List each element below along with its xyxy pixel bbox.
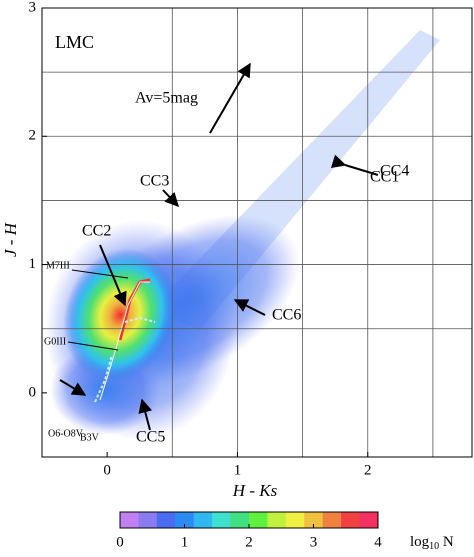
colorbar-tick-label: 1 bbox=[181, 534, 189, 550]
colorbar-label-text: log bbox=[410, 534, 430, 550]
colorbar-tick-label: 2 bbox=[245, 534, 253, 550]
x-axis-title: H - Ks bbox=[232, 481, 278, 500]
arrow bbox=[59, 379, 87, 396]
colorbar-segment bbox=[212, 512, 232, 528]
colorbar-segment bbox=[175, 512, 195, 528]
annotation: CC1 bbox=[370, 169, 399, 186]
annotation: Av=5mag bbox=[135, 90, 198, 107]
annotation: CC3 bbox=[140, 173, 169, 190]
colorbar-segment bbox=[304, 512, 324, 528]
colorbar-segment bbox=[341, 512, 361, 528]
annotations bbox=[59, 62, 379, 431]
annotation: CC4 bbox=[380, 163, 409, 180]
x-tick-label: 0 bbox=[103, 462, 111, 478]
y-tick-label: 1 bbox=[29, 256, 37, 272]
y-tick-label: 3 bbox=[29, 0, 37, 15]
colorbar-segment bbox=[230, 512, 250, 528]
colorbar-label: log10 N bbox=[410, 534, 454, 552]
field-label: LMC bbox=[55, 32, 94, 52]
leader bbox=[71, 269, 129, 279]
plot-frame bbox=[41, 7, 473, 458]
colorbar-segment bbox=[322, 512, 342, 528]
colorbar-tick-label: 0 bbox=[116, 534, 124, 550]
arrow bbox=[233, 299, 266, 316]
arrow bbox=[162, 189, 179, 208]
colorbar-segment bbox=[359, 512, 379, 528]
annotation: CC2 bbox=[82, 223, 111, 240]
colorbar-segment bbox=[120, 512, 139, 528]
annotation: CC5 bbox=[136, 429, 165, 446]
colorbar-tick-label: 3 bbox=[310, 534, 318, 550]
y-tick-label: 0 bbox=[29, 384, 37, 400]
x-tick-label: 1 bbox=[234, 462, 242, 478]
colorbar-segment bbox=[285, 512, 305, 528]
y-tick-label: 2 bbox=[29, 128, 37, 144]
colorbar-segment bbox=[249, 512, 268, 528]
colorbar-segment bbox=[267, 512, 287, 528]
x-tick-label: 2 bbox=[364, 462, 372, 478]
annotation: CC6 bbox=[272, 307, 301, 324]
annotation: B3V bbox=[80, 432, 100, 443]
colorbar-segment bbox=[193, 512, 213, 528]
arrow bbox=[330, 154, 379, 176]
y-axis-title: J - H bbox=[1, 221, 20, 257]
arrow bbox=[138, 398, 153, 431]
colorbar-label-tail: N bbox=[439, 534, 454, 550]
colorbar-label-sub: 10 bbox=[429, 541, 439, 552]
annotation: G0III bbox=[44, 336, 66, 347]
annotation: M7III bbox=[46, 260, 70, 271]
colorbar-tick-label: 4 bbox=[374, 534, 382, 550]
colorbar-segment bbox=[156, 512, 176, 528]
annotation: O6-O8V bbox=[48, 428, 84, 439]
arrow bbox=[209, 62, 251, 134]
colorbar-segment bbox=[138, 512, 158, 528]
leader bbox=[67, 341, 119, 351]
arrow bbox=[99, 244, 127, 307]
